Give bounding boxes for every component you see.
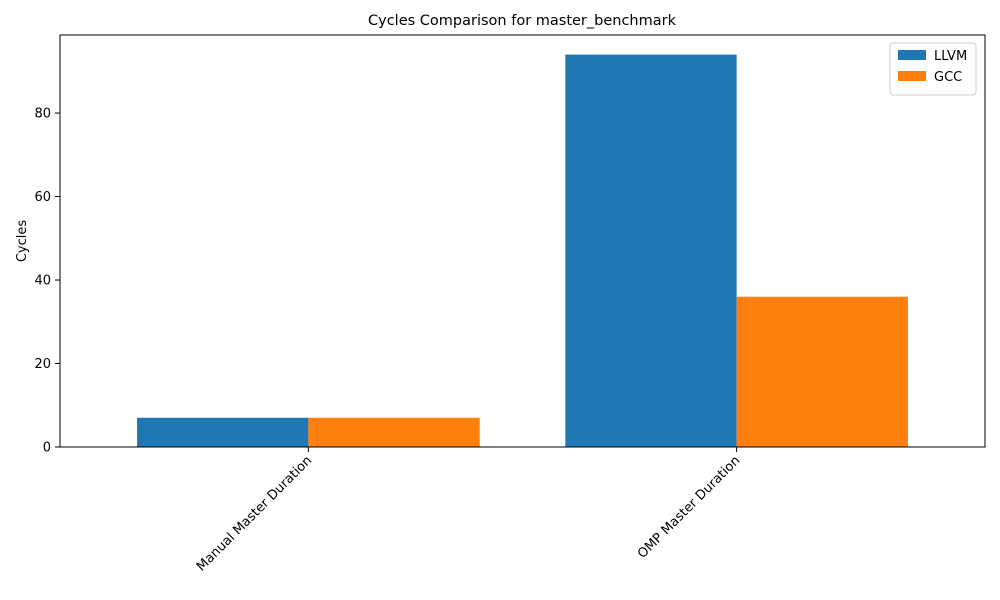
bar-gcc-1 <box>308 417 480 447</box>
x-tick-label: Manual Master Duration <box>194 453 315 574</box>
x-tick-label: OMP Master Duration <box>635 453 743 561</box>
y-tick-label: 80 <box>34 107 51 122</box>
x-axis: Manual Master Duration OMP Master Duratio… <box>194 447 743 574</box>
legend-label-llvm: LLVM <box>934 49 967 64</box>
y-tick-label: 0 <box>43 441 51 456</box>
bars-group <box>137 54 908 447</box>
y-axis: 0 20 40 60 80 <box>34 107 60 456</box>
chart-title: Cycles Comparison for master_benchmark <box>368 13 677 29</box>
bar-llvm-1 <box>137 417 309 447</box>
legend-swatch-gcc <box>898 71 926 81</box>
y-axis-label: Cycles <box>15 220 30 263</box>
legend-label-gcc: GCC <box>934 70 962 85</box>
y-tick-label: 60 <box>34 190 51 205</box>
legend-swatch-llvm <box>898 50 926 60</box>
y-tick-label: 20 <box>34 357 51 372</box>
legend: LLVM GCC <box>889 42 977 96</box>
bar-gcc-2 <box>736 296 908 447</box>
plot-frame <box>59 34 986 448</box>
bar-llvm-2 <box>565 54 737 447</box>
y-tick-label: 40 <box>34 274 51 289</box>
